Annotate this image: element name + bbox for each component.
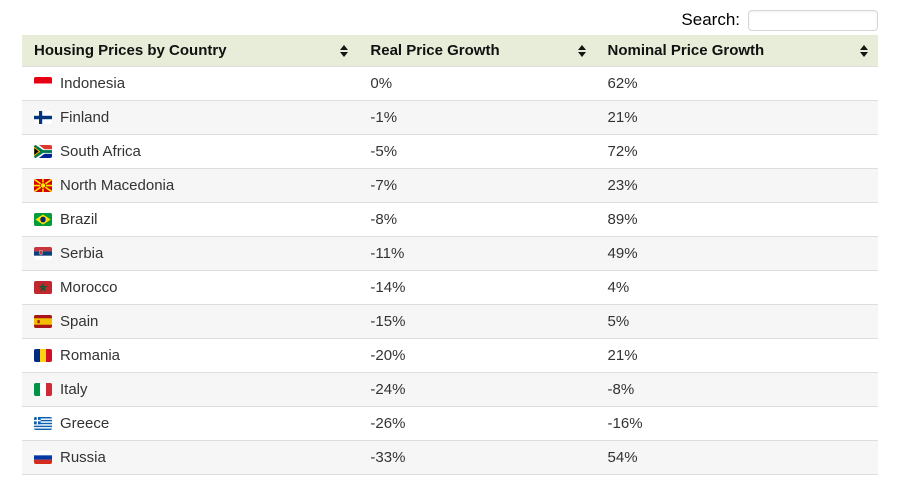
sort-icon [577,44,586,57]
romania-flag-icon [34,349,52,362]
country-label: Brazil [60,211,98,228]
real-price-growth-cell: -24% [358,372,596,407]
real-price-growth-cell: -11% [358,236,596,271]
country-cell: Brazil [22,202,359,237]
country-cell: South Africa [22,134,359,169]
header-row: Housing Prices by Country Real Price Gro… [22,35,878,67]
column-header-country[interactable]: Housing Prices by Country [22,35,359,67]
indonesia-flag-icon [34,77,52,90]
column-header-real-price-growth[interactable]: Real Price Growth [358,35,596,67]
column-header-real-label: Real Price Growth [370,42,500,59]
real-price-growth-cell: -7% [358,168,596,203]
table-row: North Macedonia -7% 23% [22,168,878,203]
south-africa-flag-icon [34,145,52,158]
real-price-growth-cell: -33% [358,440,596,475]
column-header-nominal-price-growth[interactable]: Nominal Price Growth [595,35,878,67]
real-price-growth-cell: -8% [358,202,596,237]
finland-flag-icon [34,111,52,124]
column-header-country-label: Housing Prices by Country [34,42,227,59]
table-row: Greece -26% -16% [22,406,878,441]
country-label: Morocco [60,279,118,296]
north-macedonia-flag-icon [34,179,52,192]
country-label: Greece [60,415,110,432]
country-label: Italy [60,381,88,398]
morocco-flag-icon [34,281,52,294]
nominal-price-growth-cell: 21% [595,100,878,135]
country-cell: Spain [22,304,359,339]
real-price-growth-cell: -15% [358,304,596,339]
nominal-price-growth-cell: 62% [595,66,878,101]
table-row: Romania -20% 21% [22,338,878,373]
italy-flag-icon [34,383,52,396]
nominal-price-growth-cell: -8% [595,372,878,407]
country-label: Indonesia [60,75,126,92]
table-row: Spain -15% 5% [22,304,878,339]
page: Search: Housing Prices by Country Real P… [0,8,878,475]
column-header-nominal-label: Nominal Price Growth [607,42,765,59]
sort-icon [340,44,349,57]
country-label: Russia [60,449,106,466]
table-row: Serbia -11% 49% [22,236,878,271]
table-body: Indonesia 0% 62% Finland -1% 21% South Africa -… [22,66,878,475]
table-row: South Africa -5% 72% [22,134,878,169]
table-row: Finland -1% 21% [22,100,878,135]
brazil-flag-icon [34,213,52,226]
table-row: Italy -24% -8% [22,372,878,407]
sort-icon [860,44,868,57]
country-label: Serbia [60,245,104,262]
country-cell: Greece [22,406,359,441]
country-label: Spain [60,313,99,330]
table-row: Russia -33% 54% [22,440,878,475]
real-price-growth-cell: 0% [358,66,596,101]
table-header: Housing Prices by Country Real Price Gro… [22,35,878,67]
nominal-price-growth-cell: 49% [595,236,878,271]
country-label: Finland [60,109,110,126]
real-price-growth-cell: -5% [358,134,596,169]
country-label: North Macedonia [60,177,175,194]
search-input[interactable] [748,9,878,31]
nominal-price-growth-cell: 54% [595,440,878,475]
nominal-price-growth-cell: 21% [595,338,878,373]
nominal-price-growth-cell: 72% [595,134,878,169]
serbia-flag-icon [34,247,52,260]
real-price-growth-cell: -26% [358,406,596,441]
country-cell: Italy [22,372,359,407]
nominal-price-growth-cell: 89% [595,202,878,237]
search-bar: Search: [0,8,878,32]
country-cell: Finland [22,100,359,135]
spain-flag-icon [34,315,52,328]
russia-flag-icon [34,451,52,464]
table-row: Indonesia 0% 62% [22,66,878,101]
nominal-price-growth-cell: -16% [595,406,878,441]
country-cell: Russia [22,440,359,475]
real-price-growth-cell: -1% [358,100,596,135]
nominal-price-growth-cell: 23% [595,168,878,203]
real-price-growth-cell: -14% [358,270,596,305]
table-row: Brazil -8% 89% [22,202,878,237]
real-price-growth-cell: -20% [358,338,596,373]
country-label: South Africa [60,143,141,160]
country-cell: Serbia [22,236,359,271]
country-label: Romania [60,347,121,364]
country-cell: Indonesia [22,66,359,101]
country-cell: Morocco [22,270,359,305]
nominal-price-growth-cell: 5% [595,304,878,339]
nominal-price-growth-cell: 4% [595,270,878,305]
table-row: Morocco -14% 4% [22,270,878,305]
country-cell: Romania [22,338,359,373]
country-cell: North Macedonia [22,168,359,203]
greece-flag-icon [34,417,52,430]
search-label: Search: [681,10,740,29]
housing-prices-table: Housing Prices by Country Real Price Gro… [22,35,878,475]
